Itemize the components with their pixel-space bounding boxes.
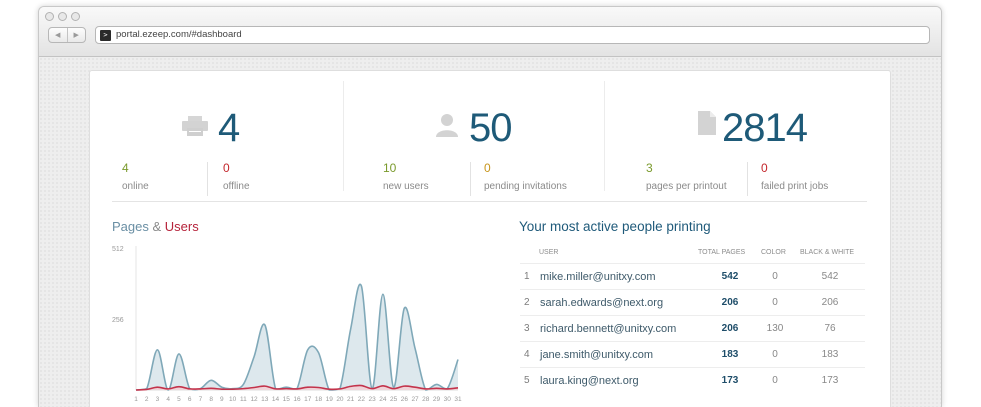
users-count: 50 (469, 106, 512, 150)
pages-count: 2814 (722, 106, 808, 150)
printers-offline-label: offline (223, 181, 250, 192)
rank-cell: 2 (524, 297, 530, 308)
rank-cell: 3 (524, 323, 530, 334)
users-stat: 50 10 new users 0 pending invitations (373, 81, 603, 196)
header-total-pages[interactable]: TOTAL PAGES (698, 249, 746, 256)
email-cell: laura.king@next.org (540, 375, 639, 387)
pages-per-printout-count: 3 (646, 161, 653, 175)
header-black-white[interactable]: BLACK & WHITE (800, 249, 855, 256)
rank-cell: 4 (524, 349, 530, 360)
bw-pages-cell: 76 (824, 323, 836, 334)
bw-pages-cell: 206 (821, 297, 839, 308)
table-row[interactable]: 3 richard.bennett@unitxy.com 206 130 76 (520, 315, 865, 342)
user-icon (436, 114, 458, 137)
stat-separator (207, 162, 208, 196)
pending-invitations-label: pending invitations (484, 181, 567, 192)
dashboard-card: 4 4 online 0 offline 50 10 new users 0 p… (89, 70, 891, 407)
chart-title-pages: Pages (112, 219, 149, 234)
users-line (135, 384, 459, 391)
color-pages-cell: 0 (772, 375, 778, 386)
total-pages-cell: 183 (721, 349, 739, 360)
terminal-favicon-icon: > (100, 30, 111, 41)
printers-online-count: 4 (122, 161, 129, 175)
nav-buttons: ◀ ▶ (48, 27, 86, 43)
y-tick-label: 512 (112, 246, 124, 253)
table-row[interactable]: 1 mike.miller@unitxy.com 542 0 542 (520, 263, 865, 290)
section-divider (112, 201, 867, 202)
address-bar[interactable]: > portal.ezeep.com/#dashboard (95, 26, 930, 44)
printer-icon (182, 116, 208, 136)
table-row[interactable]: 2 sarah.edwards@next.org 206 0 206 (520, 289, 865, 316)
rank-cell: 5 (524, 375, 530, 386)
total-pages-cell: 206 (721, 297, 739, 308)
chart-title-amp: & (152, 219, 162, 234)
url-text: portal.ezeep.com/#dashboard (116, 29, 242, 40)
document-icon (698, 111, 716, 135)
table-row[interactable]: 5 laura.king@next.org 173 0 173 (520, 367, 865, 394)
total-pages-cell: 173 (721, 375, 739, 386)
header-user[interactable]: USER (539, 249, 559, 256)
email-cell: mike.miller@unitxy.com (540, 271, 656, 283)
failed-print-jobs-count: 0 (761, 161, 768, 175)
stat-separator (470, 162, 471, 196)
y-tick-label: 256 (112, 317, 124, 324)
pages-per-printout-label: pages per printout (646, 181, 727, 192)
active-people-title: Your most active people printing (519, 219, 711, 234)
pages-stat: 2814 3 pages per printout 0 failed print… (636, 81, 866, 196)
table-row[interactable]: 4 jane.smith@unitxy.com 183 0 183 (520, 341, 865, 368)
close-window-button[interactable] (45, 12, 54, 21)
new-users-label: new users (383, 181, 429, 192)
pending-invitations-count: 0 (484, 161, 491, 175)
header-color[interactable]: COLOR (761, 249, 786, 256)
printers-stat: 4 4 online 0 offline (112, 81, 342, 196)
chart-title: Pages & Users (112, 219, 199, 234)
back-arrow-icon[interactable]: ◀ (49, 28, 68, 42)
stat-separator (747, 162, 748, 196)
failed-print-jobs-label: failed print jobs (761, 181, 829, 192)
page-content: 4 4 online 0 offline 50 10 new users 0 p… (39, 57, 941, 407)
total-pages-cell: 542 (721, 271, 739, 282)
color-pages-cell: 0 (772, 271, 778, 282)
chart-title-users: Users (164, 219, 199, 234)
email-cell: sarah.edwards@next.org (540, 297, 664, 309)
color-pages-cell: 130 (766, 323, 784, 334)
printers-offline-count: 0 (223, 161, 230, 175)
column-divider (343, 81, 344, 191)
printers-online-label: online (122, 181, 149, 192)
total-pages-cell: 206 (721, 323, 739, 334)
bw-pages-cell: 173 (821, 375, 839, 386)
email-cell: richard.bennett@unitxy.com (540, 323, 677, 335)
column-divider (604, 81, 605, 191)
rank-cell: 1 (524, 271, 530, 282)
pages-area (136, 284, 458, 390)
color-pages-cell: 0 (772, 297, 778, 308)
minimize-window-button[interactable] (58, 12, 67, 21)
browser-window: ◀ ▶ > portal.ezeep.com/#dashboard 4 4 on… (38, 6, 942, 407)
printers-count: 4 (218, 106, 240, 150)
bw-pages-cell: 183 (821, 349, 839, 360)
bw-pages-cell: 542 (821, 271, 839, 282)
forward-arrow-icon[interactable]: ▶ (73, 31, 79, 39)
color-pages-cell: 0 (772, 349, 778, 360)
email-cell: jane.smith@unitxy.com (540, 349, 654, 361)
new-users-count: 10 (383, 161, 397, 175)
zoom-window-button[interactable] (71, 12, 80, 21)
browser-toolbar: ◀ ▶ > portal.ezeep.com/#dashboard (39, 7, 941, 57)
